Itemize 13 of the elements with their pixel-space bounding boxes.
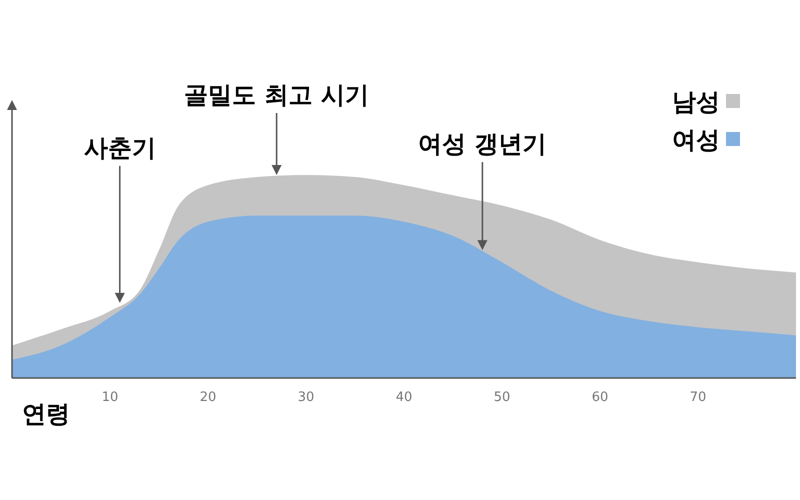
x-tick-label: 40	[396, 390, 412, 406]
x-tick-label: 10	[102, 390, 118, 406]
x-tick-label: 50	[494, 390, 510, 406]
x-axis-title: 연령	[22, 400, 70, 428]
annotation: 골밀도 최고 시기	[184, 81, 369, 109]
x-tick-label: 70	[690, 390, 706, 406]
annotation: 여성 갱년기	[418, 130, 547, 158]
annotation: 사춘기	[84, 134, 156, 162]
x-tick-label: 30	[298, 390, 314, 406]
x-tick-label: 20	[200, 390, 216, 406]
x-tick-label: 60	[592, 390, 608, 406]
legend-label: 남성	[672, 88, 720, 116]
legend-label: 여성	[672, 126, 720, 154]
